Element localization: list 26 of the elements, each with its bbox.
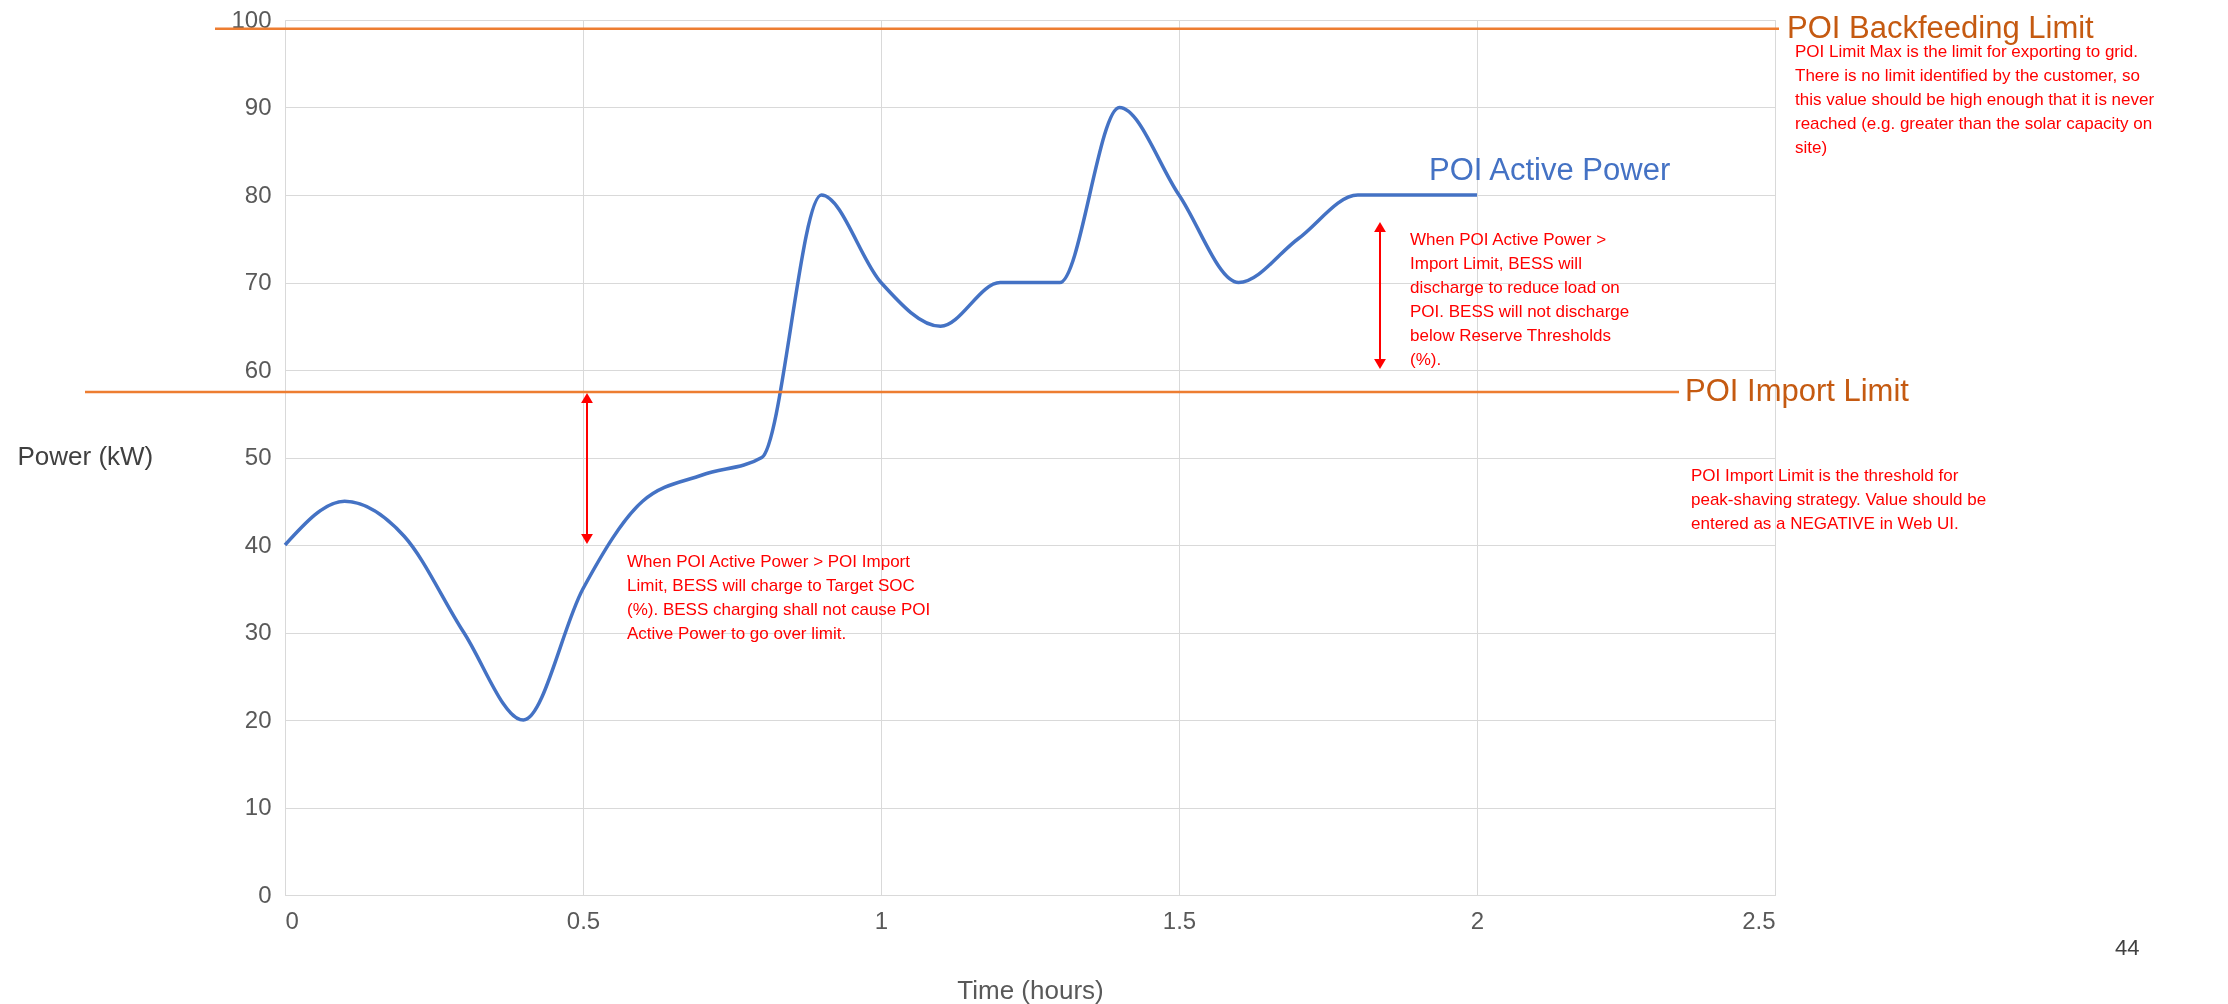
ref-line-label: POI Import Limit [1685, 372, 1910, 408]
y-tick-label: 100 [231, 5, 272, 33]
text: 44 [2115, 935, 2140, 960]
y-tick-label: 70 [244, 268, 272, 295]
x-tick-label: 2.5 [1742, 906, 1776, 934]
y-tick-label: 90 [244, 93, 272, 120]
y-tick-label: 40 [244, 530, 272, 558]
x-tick-label: 0.5 [566, 906, 601, 934]
x-axis-title: Time (hours) [957, 974, 1104, 1004]
x-tick-label: 2 [1470, 906, 1485, 934]
ref-line-label: POI Backfeeding Limit [1787, 9, 2095, 45]
y-tick-label: 0 [258, 880, 272, 908]
y-axis-title: Power (kW) [17, 440, 154, 471]
annotation: When POI Active Power > POI Import Limit, BESS will charge to Target SOC (%). BESS charging shall not cause POI Active Power to go over limit. [627, 552, 931, 643]
y-tick-label: 20 [244, 705, 272, 733]
y-tick-label: 30 [244, 618, 272, 645]
y-tick-label: 60 [244, 355, 272, 383]
y-tick-label: 10 [244, 793, 272, 820]
annotation: When POI Active Power > Import Limit, BESS will discharge to reduce load on POI. BESS will not discharge below Reserve Thresholds (%). [1410, 230, 1630, 369]
series-label: POI Active Power [1429, 152, 1671, 187]
x-tick-label: 1.5 [1162, 906, 1197, 934]
y-tick-label: 80 [244, 180, 272, 208]
x-tick-label: 0 [285, 906, 299, 934]
y-tick-label: 50 [244, 443, 272, 470]
x-tick-label: 1 [874, 906, 889, 934]
annotation: POI Import Limit is the threshold for peak-shaving strategy. Value should be entered as a NEGATIVE in Web UI. [1691, 466, 1987, 533]
